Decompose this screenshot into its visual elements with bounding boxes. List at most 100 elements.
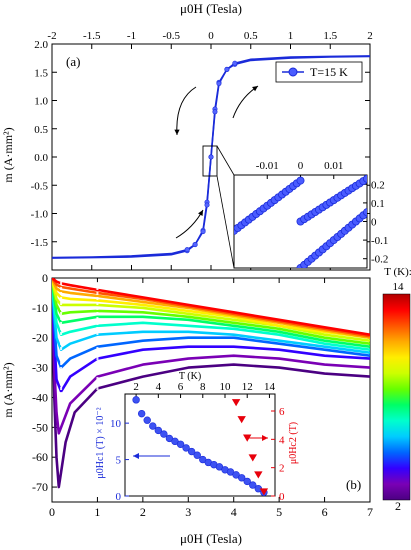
inset-a-ytick-label: 0.1 bbox=[371, 198, 385, 210]
panel-a-xtick-label: 2 bbox=[367, 30, 373, 42]
panel-b-ytick-label: -20 bbox=[32, 331, 48, 345]
inset-a-xtick-label: -0.01 bbox=[256, 160, 279, 172]
arrow-increasing-field-head bbox=[252, 86, 258, 92]
inset-a-point bbox=[363, 208, 367, 217]
legend-box bbox=[275, 61, 363, 83]
inset-b-ytick-right-label: 2 bbox=[279, 463, 285, 475]
panel-a-xtick-label: 1.5 bbox=[323, 30, 337, 42]
hc2-point bbox=[243, 434, 252, 442]
panel-b-ytick-label: -70 bbox=[32, 480, 48, 494]
inset-b-ytick-right-label: 0 bbox=[279, 491, 285, 503]
inset-b-ytick-right-label: 4 bbox=[279, 434, 285, 446]
hysteresis-point bbox=[208, 154, 214, 160]
inset-b-ytick-left-label: 5 bbox=[116, 455, 122, 467]
mh-curve-T13 bbox=[52, 278, 370, 338]
panel-b-ylabel: m (A·mm²) bbox=[1, 362, 15, 417]
panel-b: 0 1 2 3 4 5 6 70-10-20-30-40-50-60-702 4 6 8 10 12 14… bbox=[32, 271, 373, 519]
panel-a-ytick-label: 1.5 bbox=[34, 67, 48, 79]
panel-a-label: (a) bbox=[66, 54, 80, 69]
inset-a-ytick-label: 0.2 bbox=[371, 179, 385, 191]
colorbar-gradient bbox=[382, 293, 411, 501]
hysteresis-point bbox=[204, 202, 210, 208]
panel-b-ytick-label: -60 bbox=[32, 450, 48, 464]
mh-curve-T8 bbox=[52, 278, 370, 348]
mh-curve-T9 bbox=[52, 278, 370, 345]
hc2-point bbox=[248, 454, 257, 462]
panel-a-xtick-label: -1.5 bbox=[83, 30, 101, 42]
panel-b-ytick-label: -10 bbox=[32, 301, 48, 315]
arrow-rising-branch-head bbox=[198, 210, 203, 216]
panel-a-ytick-label: -0.5 bbox=[31, 180, 49, 192]
hc1-point bbox=[193, 451, 201, 459]
panel-a-top-xlabel: μ0H (Tesla) bbox=[180, 1, 242, 16]
hc1-point bbox=[176, 440, 185, 448]
arrow-decreasing-field-head bbox=[174, 129, 180, 135]
panel-a-xtick-label: -0.5 bbox=[163, 30, 181, 42]
mh-curve-T3 bbox=[52, 278, 370, 435]
panel-a-xtick-label: 0.5 bbox=[244, 30, 258, 42]
panel-a-xtick-label: 1 bbox=[288, 30, 294, 42]
mh-curve-T7 bbox=[52, 278, 370, 351]
hc1-point bbox=[154, 426, 163, 435]
inset-b-xtick-label: 2 bbox=[133, 381, 139, 393]
hc1-point bbox=[187, 447, 196, 456]
mh-curve-T5 bbox=[52, 278, 370, 369]
colorbar-min-label: 2 bbox=[395, 499, 401, 513]
panel-b-xtick-label: 2 bbox=[140, 505, 146, 519]
inset-b-xtick-label: 14 bbox=[264, 381, 276, 393]
panel-b-xtick-label: 6 bbox=[322, 505, 328, 519]
panel-b-xlabel: μ0H (Tesla) bbox=[180, 531, 242, 546]
inset-b-ylabel-right: μ0Hc2 (T) bbox=[288, 422, 299, 464]
panel-b-ytick-label: -50 bbox=[32, 420, 48, 434]
inset-b-frame bbox=[124, 393, 276, 497]
inset-a-xtick-label: 0.01 bbox=[324, 160, 343, 172]
colorbar-label: T (K): bbox=[384, 266, 411, 278]
inset-b-xlabel: T (K) bbox=[179, 371, 201, 382]
panel-b-xtick-label: 3 bbox=[185, 505, 191, 519]
hc2-point bbox=[237, 416, 246, 424]
hc1-point bbox=[149, 422, 157, 430]
hysteresis-point bbox=[192, 242, 198, 248]
inset-b-xtick-label: 6 bbox=[178, 381, 184, 393]
panel-a-plot-area bbox=[52, 55, 370, 259]
arrow-increasing-field bbox=[232, 85, 259, 119]
inset-a-point bbox=[363, 175, 367, 183]
hc1-point bbox=[243, 477, 251, 486]
mh-curve-T4 bbox=[52, 278, 370, 393]
legend-marker bbox=[288, 67, 298, 77]
hc1-axis-arrow-head bbox=[133, 453, 139, 459]
hysteresis-point bbox=[212, 109, 218, 115]
hysteresis-point bbox=[232, 60, 238, 66]
mh-curve-T6 bbox=[52, 278, 370, 354]
panel-b-xtick-label: 7 bbox=[367, 505, 373, 519]
hysteresis-point bbox=[224, 66, 230, 72]
panel-a-ytick-label: 1.0 bbox=[34, 96, 48, 108]
panel-a-xtick-label: 0 bbox=[208, 30, 214, 42]
arrow-rising-branch bbox=[175, 209, 204, 239]
zoom-region-box bbox=[202, 145, 218, 177]
inset-a-ytick-label: -0.1 bbox=[371, 235, 388, 247]
panel-b-ytick-label: 0 bbox=[42, 271, 48, 285]
panel-a-xtick-label: -2 bbox=[47, 30, 56, 42]
panel-b-ytick-label: -30 bbox=[32, 361, 48, 375]
inset-a-point bbox=[296, 176, 305, 185]
panel-a-ylabel: m (A·mm²) bbox=[1, 127, 15, 182]
hc1-point bbox=[160, 430, 168, 438]
zoom-connector bbox=[216, 145, 235, 176]
panel-b-xtick-label: 4 bbox=[231, 505, 237, 519]
colorbar bbox=[382, 293, 411, 501]
inset-a-plot-area bbox=[234, 175, 367, 268]
inset-b-xtick-label: 8 bbox=[200, 381, 206, 393]
mh-curve-T12 bbox=[52, 278, 370, 339]
panel-b-xtick-label: 1 bbox=[94, 505, 100, 519]
panel-a-ytick-label: -1.5 bbox=[31, 237, 49, 249]
mh-curve-T11 bbox=[52, 278, 370, 339]
panel-a-ytick-label: -1.0 bbox=[31, 209, 49, 221]
panel-b-ytick-label: -40 bbox=[32, 390, 48, 404]
hc1-point bbox=[237, 474, 246, 482]
hysteresis-point bbox=[200, 229, 206, 235]
panel-a-ytick-label: 0.5 bbox=[34, 124, 48, 136]
hc2-axis-arrow-head bbox=[262, 435, 268, 441]
panel-b-plot-area bbox=[52, 278, 370, 489]
